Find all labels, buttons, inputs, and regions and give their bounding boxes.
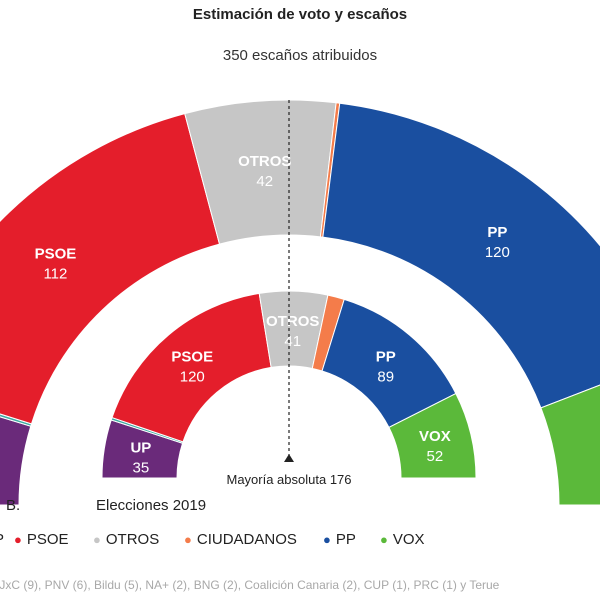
inner-caption: Elecciones 2019 <box>96 497 206 514</box>
inner-label-pp: PP <box>376 348 396 365</box>
outer-label-psoe: PSOE <box>35 246 77 263</box>
legend-item-ciudadanos: ● CIUDADANOS <box>184 531 297 548</box>
legend-label-psoe: PSOE <box>26 531 69 548</box>
legend-label-pp: PP <box>335 531 356 548</box>
outer-caption: B. <box>6 497 20 514</box>
legend-label-ciudadanos: CIUDADANOS <box>196 531 297 548</box>
majority-arrow-icon <box>284 454 294 462</box>
legend-label-otros: OTROS <box>105 531 160 548</box>
majority-label: Mayoría absoluta 176 <box>226 472 351 487</box>
legend-dot-psoe: ● <box>14 532 22 547</box>
outer-slice-psoe <box>0 113 221 425</box>
chart-title: Estimación de voto y escaños <box>192 6 408 23</box>
legend-item-pp: ● PP <box>323 531 356 548</box>
inner-label-vox: VOX <box>419 428 451 445</box>
legend-label-up: P <box>0 531 4 548</box>
inner-label-psoe: PSOE <box>171 348 213 365</box>
legend-item-up: P <box>0 531 4 548</box>
inner-label-up: UP <box>130 439 151 456</box>
outer-label-otros: OTROS <box>238 153 291 170</box>
inner-slice-vox <box>388 392 477 479</box>
outer-ring: PSOE112OTROS42PP120V41 <box>0 99 600 506</box>
legend-item-vox: ● VOX <box>380 531 425 548</box>
inner-value-otros: 41 <box>284 333 301 350</box>
outer-label-pp: PP <box>487 224 507 241</box>
legend-dot-vox: ● <box>380 532 388 547</box>
hemicycle-chart: PSOE112OTROS42PP120V41B.UP35PSOE120OTROS… <box>0 99 600 514</box>
inner-value-pp: 89 <box>377 368 394 385</box>
outer-value-psoe: 112 <box>43 266 67 283</box>
legend-dot-pp: ● <box>323 532 331 547</box>
inner-value-up: 35 <box>133 459 150 476</box>
legend-dot-otros: ● <box>93 532 101 547</box>
legend-item-otros: ● OTROS <box>93 531 159 548</box>
outer-slice-vox <box>540 384 600 506</box>
legend-item-psoe: ● PSOE <box>14 531 69 548</box>
outer-slice-up <box>0 416 32 506</box>
inner-value-psoe: 120 <box>180 368 205 385</box>
outer-slice-pp <box>322 102 600 409</box>
chart-subtitle: 350 escaños atribuidos <box>222 47 378 64</box>
outer-value-pp: 120 <box>485 244 510 261</box>
outer-value-otros: 42 <box>256 173 273 190</box>
legend-dot-ciudadanos: ● <box>184 532 192 547</box>
inner-label-otros: OTROS <box>266 313 319 330</box>
inner-ring: UP 35 PSOE 120 OTROS 41 PP 89 VOX 52 <box>101 290 477 479</box>
inner-value-vox: 52 <box>427 448 444 465</box>
footnote: 8), JxC (9), PNV (6), Bildu (5), NA+ (2)… <box>0 578 500 592</box>
legend-label-vox: VOX <box>392 531 425 548</box>
